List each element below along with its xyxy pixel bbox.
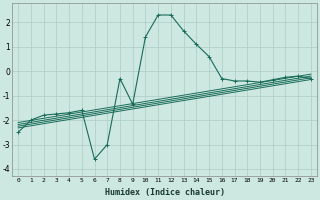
X-axis label: Humidex (Indice chaleur): Humidex (Indice chaleur)	[105, 188, 225, 197]
